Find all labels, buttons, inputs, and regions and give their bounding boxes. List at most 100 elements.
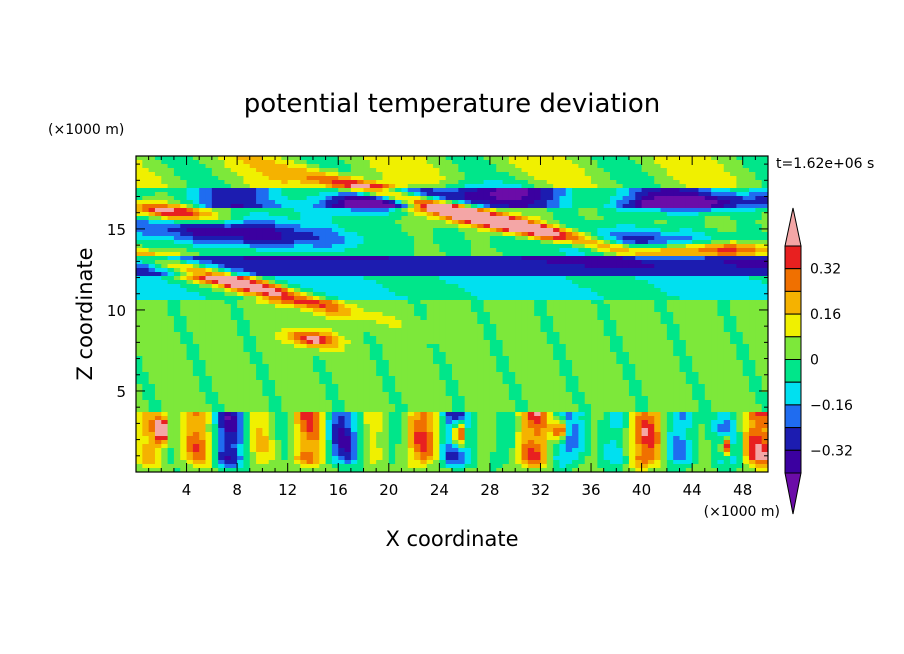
field-cell — [445, 180, 453, 185]
field-cell — [306, 320, 314, 325]
field-cell — [679, 316, 687, 321]
field-cell — [641, 164, 649, 169]
field-cell — [749, 176, 756, 181]
field-cell — [685, 260, 693, 265]
field-cell — [540, 204, 548, 209]
field-cell — [237, 172, 245, 177]
field-cell — [401, 160, 409, 165]
field-cell — [312, 272, 320, 277]
field-cell — [502, 320, 510, 325]
field-cell — [458, 188, 466, 193]
field-cell — [761, 188, 768, 193]
field-cell — [736, 288, 744, 293]
field-cell — [736, 224, 744, 229]
field-cell — [161, 228, 169, 233]
field-cell — [534, 312, 542, 317]
field-cell — [647, 156, 655, 161]
field-cell — [420, 264, 428, 269]
field-cell — [414, 192, 421, 197]
field-cell — [711, 336, 719, 341]
field-cell — [534, 180, 542, 185]
field-cell — [685, 224, 693, 229]
field-cell — [685, 352, 693, 357]
field-cell — [597, 212, 605, 217]
field-cell — [300, 176, 308, 181]
field-cell — [167, 184, 175, 189]
field-cell — [350, 292, 358, 297]
field-cell — [647, 208, 655, 213]
field-cell — [249, 256, 257, 261]
field-cell — [559, 216, 567, 221]
field-cell — [521, 304, 529, 309]
field-cell — [154, 280, 162, 285]
field-cell — [698, 216, 706, 221]
field-cell — [136, 328, 143, 333]
field-cell — [508, 276, 516, 281]
field-cell — [161, 352, 169, 357]
field-cell — [761, 268, 768, 273]
field-cell — [180, 296, 188, 301]
field-cell — [186, 180, 194, 185]
field-cell — [521, 216, 529, 221]
field-cell — [401, 280, 409, 285]
field-cell — [660, 200, 668, 205]
field-cell — [641, 324, 649, 329]
field-cell — [616, 216, 624, 221]
field-cell — [508, 352, 516, 357]
field-cell — [433, 348, 440, 353]
field-cell — [414, 228, 421, 233]
field-cell — [230, 276, 238, 281]
field-cell — [572, 164, 579, 169]
field-cell — [452, 200, 459, 205]
field-cell — [294, 244, 301, 249]
field-cell — [489, 316, 497, 321]
field-cell — [433, 176, 440, 181]
field-cell — [199, 184, 207, 189]
field-cell — [692, 204, 700, 209]
field-cell — [136, 244, 143, 249]
field-cell — [224, 280, 232, 285]
field-cell — [439, 308, 447, 313]
field-cell — [192, 160, 200, 165]
field-cell — [256, 352, 263, 357]
field-cell — [572, 308, 579, 313]
field-cell — [180, 260, 188, 265]
field-cell — [546, 192, 554, 197]
field-cell — [452, 176, 459, 181]
field-cell — [755, 212, 763, 217]
field-cell — [666, 176, 674, 181]
field-cell — [654, 292, 662, 297]
field-cell — [723, 272, 731, 277]
field-cell — [572, 296, 579, 301]
field-cell — [641, 308, 649, 313]
field-cell — [382, 200, 390, 205]
field-cell — [452, 260, 459, 265]
field-cell — [161, 188, 169, 193]
field-cell — [761, 252, 768, 257]
field-cell — [616, 304, 624, 309]
field-cell — [635, 184, 643, 189]
field-cell — [654, 272, 662, 277]
field-cell — [553, 196, 561, 201]
field-cell — [439, 208, 447, 213]
field-cell — [660, 296, 668, 301]
field-cell — [275, 180, 282, 185]
field-cell — [369, 308, 377, 313]
field-cell — [376, 212, 384, 217]
field-cell — [540, 272, 548, 277]
field-cell — [736, 212, 744, 217]
field-cell — [186, 332, 194, 337]
field-cell — [136, 224, 143, 229]
field-cell — [685, 164, 693, 169]
field-cell — [692, 304, 700, 309]
field-cell — [578, 280, 586, 285]
field-cell — [388, 224, 396, 229]
field-cell — [565, 228, 573, 233]
field-cell — [306, 204, 314, 209]
field-cell — [192, 156, 200, 161]
field-cell — [192, 184, 200, 189]
field-cell — [237, 252, 245, 257]
field-cell — [319, 352, 327, 357]
field-cell — [515, 212, 523, 217]
field-cell — [268, 304, 276, 309]
